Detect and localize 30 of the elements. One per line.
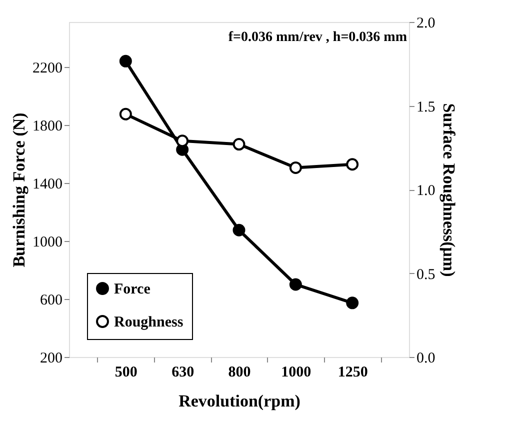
point (346, 158, 359, 171)
x-tick-label: 500 (114, 364, 138, 380)
point (289, 161, 302, 174)
y2-tick-label: 1.0 (416, 183, 436, 199)
y-tick-label: 600 (40, 292, 62, 308)
annotation: f=0.036 mm/rev , h=0.036 mm (228, 30, 408, 45)
y-tick-label: 1400 (32, 176, 62, 192)
point (232, 138, 246, 151)
y-tick-label: 1800 (32, 118, 62, 134)
y2-axis-title: Surface Roughness(μm) (439, 103, 458, 277)
y-tick-label: 2200 (32, 60, 62, 76)
y-tick-label: 1000 (32, 234, 62, 250)
point (119, 108, 132, 120)
x-tick-label: 1250 (338, 364, 368, 380)
point (119, 54, 132, 68)
x-axis-title: Revolution(rpm) (178, 392, 300, 410)
y2-tick-label: 0.0 (416, 350, 436, 366)
point (232, 224, 246, 236)
x-tick-label: 800 (228, 364, 251, 380)
legend-label: Roughness (114, 314, 184, 330)
legend-label: Force (114, 282, 151, 298)
y-axis-title: Burnishing Force (N) (10, 112, 28, 268)
y2-tick-label: 2.0 (416, 16, 436, 32)
y2-tick-label: 1.5 (416, 99, 436, 116)
x-tick-label: 630 (172, 364, 194, 380)
x-tick-label: 1000 (281, 364, 312, 380)
point (289, 278, 302, 291)
point (346, 296, 359, 310)
y-tick-label: 200 (40, 350, 62, 366)
y2-tick-label: 0.5 (416, 266, 436, 283)
